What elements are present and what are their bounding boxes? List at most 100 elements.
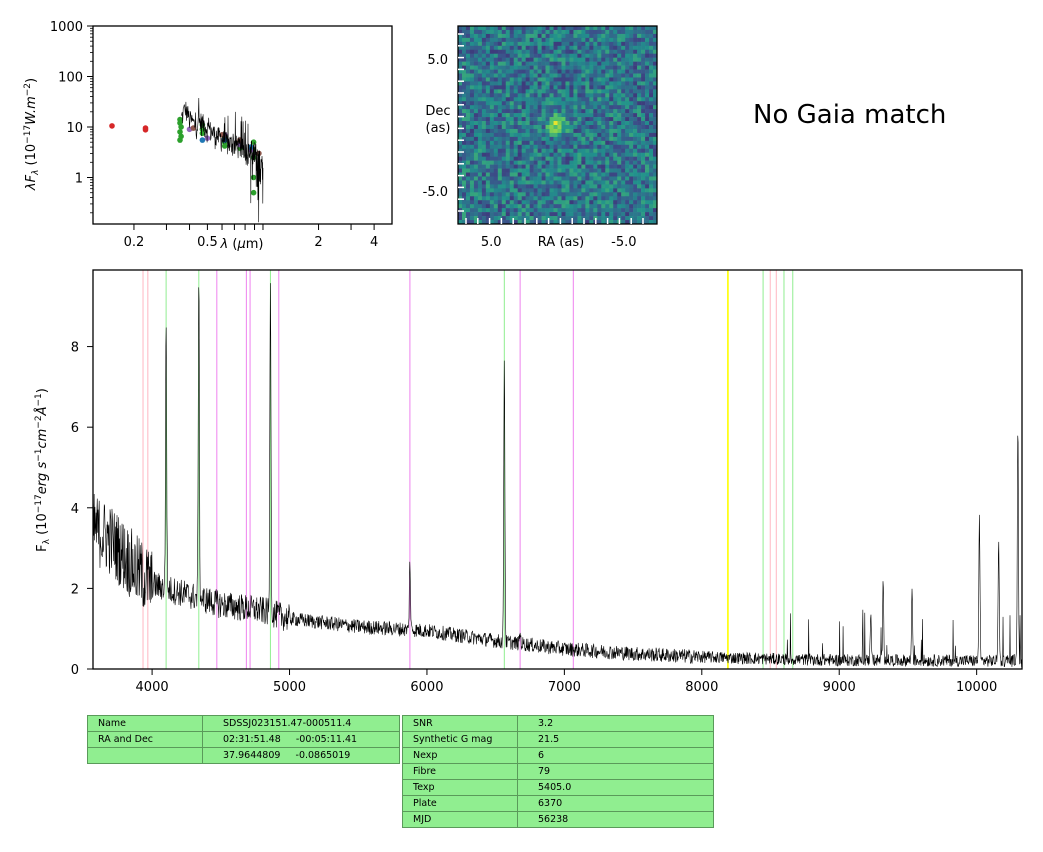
heatmap-cell — [645, 196, 650, 201]
heatmap-cell — [625, 29, 630, 35]
heatmap-cell — [585, 121, 590, 126]
heatmap-cell — [609, 81, 614, 86]
heatmap-cell — [561, 61, 566, 66]
heatmap-cell — [525, 212, 530, 217]
heatmap-cell — [517, 89, 522, 94]
heatmap-cell — [589, 101, 594, 106]
heatmap-cell — [609, 121, 614, 126]
heatmap-cell — [473, 160, 479, 165]
heatmap-cell — [533, 29, 538, 35]
heatmap-cell — [521, 121, 526, 126]
heatmap-cell — [637, 77, 642, 82]
heatmap-cell — [461, 180, 467, 185]
heatmap-cell — [469, 65, 475, 70]
heatmap-cell — [509, 81, 515, 86]
heatmap-cell — [557, 37, 562, 43]
heatmap-cell — [465, 192, 471, 197]
heatmap-cell — [621, 140, 626, 146]
heatmap-cell — [569, 85, 574, 90]
heatmap-cell — [557, 204, 562, 209]
heatmap-cell — [465, 172, 471, 177]
heatmap-cell — [489, 73, 495, 78]
heatmap-cell — [573, 140, 578, 146]
heatmap-cell — [609, 188, 614, 193]
heatmap-cell — [629, 156, 634, 161]
heatmap-cell — [633, 73, 638, 78]
heatmap-cell — [521, 136, 526, 142]
heatmap-cell — [617, 140, 622, 146]
heatmap-cell — [493, 136, 499, 142]
heatmap-cell — [501, 176, 507, 181]
heatmap-cell — [501, 109, 507, 114]
heatmap-cell — [553, 216, 558, 221]
heatmap-cell — [625, 41, 630, 47]
table-value: 79 — [517, 763, 714, 780]
heatmap-cell — [505, 208, 511, 213]
heatmap-cell — [529, 49, 534, 55]
heatmap-cell — [461, 136, 467, 142]
heatmap-cell — [573, 61, 578, 66]
heatmap-cell — [601, 180, 606, 185]
heatmap-cell — [605, 81, 610, 86]
heatmap-cell — [509, 85, 515, 90]
heatmap-cell — [493, 144, 499, 150]
heatmap-cell — [577, 128, 582, 134]
heatmap-cell — [605, 97, 610, 102]
heatmap-cell — [617, 176, 622, 181]
heatmap-cell — [501, 216, 507, 221]
heatmap-cell — [645, 45, 650, 51]
heatmap-cell — [501, 180, 507, 185]
heatmap-cell — [561, 216, 566, 221]
heatmap-cell — [593, 65, 598, 70]
heatmap-cell — [569, 148, 574, 154]
heatmap-cell — [577, 156, 582, 161]
heatmap-cell — [621, 176, 626, 181]
heatmap-cell — [561, 176, 566, 181]
heatmap-cell — [485, 29, 491, 35]
heatmap-cell — [461, 53, 467, 58]
heatmap-cell — [597, 105, 602, 110]
heatmap-cell — [493, 117, 499, 122]
heatmap-cell — [601, 105, 606, 110]
heatmap-cell — [537, 188, 542, 193]
heatmap-cell — [621, 128, 626, 134]
heatmap-cell — [465, 125, 471, 130]
heatmap-cell — [609, 152, 614, 157]
heatmap-cell — [557, 61, 562, 66]
heatmap-cell — [577, 73, 582, 78]
heatmap-cell — [458, 69, 463, 74]
heatmap-cell — [481, 216, 487, 221]
heatmap-cell — [521, 33, 526, 39]
heatmap-cell — [625, 152, 630, 157]
heatmap-cell — [645, 69, 650, 74]
heatmap-cell — [625, 156, 630, 161]
heatmap-cell — [517, 65, 522, 70]
heatmap-cell — [461, 152, 467, 157]
heatmap-cell — [589, 105, 594, 110]
heatmap-cell — [641, 148, 646, 154]
heatmap-cell — [489, 168, 495, 173]
heatmap-cell — [509, 140, 515, 146]
heatmap-cell — [517, 192, 522, 197]
heatmap-cell — [625, 132, 630, 138]
heatmap-cell — [557, 26, 562, 31]
heatmap-cell — [561, 81, 566, 86]
heatmap-cell — [509, 41, 515, 47]
heatmap-cell — [593, 188, 598, 193]
heatmap-cell — [549, 97, 554, 102]
heatmap-cell — [529, 208, 534, 213]
heatmap-cell — [517, 26, 522, 31]
heatmap-cell — [569, 164, 574, 169]
heatmap-cell — [641, 93, 646, 98]
heatmap-cell — [637, 208, 642, 213]
heatmap-cell — [525, 89, 530, 94]
heatmap-cell — [613, 144, 618, 150]
heatmap-cell — [505, 69, 511, 74]
heatmap-cell — [553, 33, 558, 39]
heatmap-cell — [465, 180, 471, 185]
heatmap-cell — [553, 109, 558, 114]
heatmap-cell — [561, 168, 566, 173]
heatmap-cell — [509, 156, 515, 161]
heatmap-cell — [621, 61, 626, 66]
